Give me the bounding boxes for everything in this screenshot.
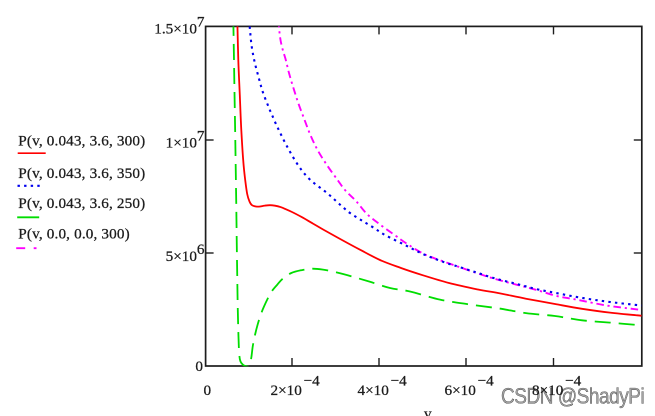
svg-text:−4: −4 xyxy=(391,373,408,390)
svg-text:P(v, 0.043, 3.6, 350): P(v, 0.043, 3.6, 350) xyxy=(18,165,145,182)
svg-text:7: 7 xyxy=(197,127,205,144)
svg-text:6×10: 6×10 xyxy=(445,382,477,399)
svg-text:P(v, 0.043, 3.6, 250): P(v, 0.043, 3.6, 250) xyxy=(18,195,145,212)
svg-text:2×10: 2×10 xyxy=(271,382,303,399)
svg-text:P(v, 0.043, 3.6, 300): P(v, 0.043, 3.6, 300) xyxy=(18,133,145,150)
svg-text:0: 0 xyxy=(195,358,203,375)
svg-text:1.5×10: 1.5×10 xyxy=(154,20,197,37)
svg-text:CSDN @ShadyPi: CSDN @ShadyPi xyxy=(501,384,644,409)
svg-text:v: v xyxy=(424,406,432,416)
svg-text:4×10: 4×10 xyxy=(358,382,390,399)
svg-text:6: 6 xyxy=(197,241,205,258)
svg-text:−4: −4 xyxy=(304,373,321,390)
svg-text:7: 7 xyxy=(197,13,205,30)
svg-text:−4: −4 xyxy=(478,373,495,390)
svg-text:0: 0 xyxy=(204,382,212,399)
svg-text:8×10: 8×10 xyxy=(532,382,564,399)
svg-text:−4: −4 xyxy=(565,373,582,390)
svg-text:P(v, 0.0, 0.0, 300): P(v, 0.0, 0.0, 300) xyxy=(18,225,130,242)
svg-text:5×10: 5×10 xyxy=(166,248,198,265)
svg-text:1×10: 1×10 xyxy=(166,134,198,151)
